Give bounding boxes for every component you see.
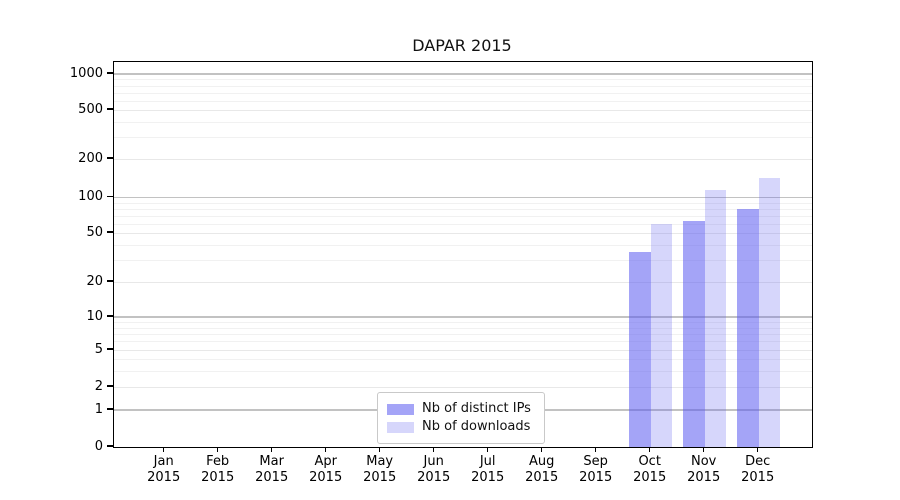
legend-entry: Nb of distinct IPs — [387, 401, 535, 417]
x-tick-label: Jan 2015 — [147, 454, 181, 485]
y-gridline-minor — [114, 333, 812, 335]
y-gridline-minor — [114, 359, 812, 360]
y-gridline-minor — [114, 100, 812, 102]
y-tick-label: 10 — [86, 308, 103, 324]
bar-downloads — [758, 178, 781, 447]
y-gridline-minor — [114, 202, 812, 204]
legend: Nb of distinct IPs Nb of downloads — [377, 392, 545, 444]
y-gridline-minor — [114, 370, 812, 372]
x-tick-label: Mar 2015 — [255, 454, 289, 485]
y-gridline-minor — [114, 137, 812, 139]
y-tick-mark — [107, 408, 113, 410]
y-gridline — [114, 232, 812, 234]
y-gridline-minor — [114, 322, 812, 324]
y-tick-label: 200 — [78, 150, 103, 166]
x-tick-mark — [540, 447, 543, 452]
y-gridline-minor — [114, 223, 812, 225]
y-gridline-minor — [114, 85, 812, 87]
y-gridline — [114, 386, 812, 388]
y-tick-label: 20 — [86, 273, 103, 289]
legend-swatch-icon — [387, 403, 414, 415]
y-tick-mark — [107, 195, 113, 198]
x-tick-mark — [702, 447, 705, 452]
x-tick-label: Feb 2015 — [201, 454, 235, 485]
legend-swatch-icon — [387, 421, 414, 433]
y-tick-label: 5 — [94, 341, 103, 357]
chart-title: DAPAR 2015 — [412, 36, 512, 55]
y-tick-mark — [107, 315, 113, 317]
y-gridline — [114, 109, 812, 111]
y-tick-mark — [107, 385, 113, 387]
y-gridline-minor — [114, 244, 812, 246]
legend-entry: Nb of downloads — [387, 419, 535, 435]
y-tick-mark — [107, 231, 113, 233]
x-tick-label: Nov 2015 — [687, 454, 721, 485]
y-tick-mark — [107, 280, 113, 282]
x-tick-label: Jul 2015 — [471, 454, 505, 485]
y-gridline-minor — [114, 79, 812, 81]
y-tick-label: 1 — [94, 401, 103, 417]
y-gridline — [114, 196, 812, 199]
x-tick-label: Aug 2015 — [525, 454, 559, 485]
y-tick-mark — [107, 157, 113, 159]
bar-downloads — [704, 189, 727, 447]
y-gridline — [114, 73, 812, 75]
x-tick-mark — [378, 447, 381, 452]
y-tick-mark — [107, 348, 113, 350]
y-gridline-minor — [114, 327, 812, 329]
x-tick-mark — [648, 447, 651, 452]
y-tick-label: 500 — [78, 101, 103, 117]
x-tick-mark — [432, 447, 435, 452]
x-tick-mark — [486, 447, 489, 452]
x-tick-mark — [162, 447, 165, 452]
y-gridline-minor — [114, 215, 812, 217]
legend-label: Nb of distinct IPs — [422, 401, 531, 416]
y-tick-label: 2 — [94, 378, 103, 394]
x-tick-label: Oct 2015 — [633, 454, 667, 485]
x-tick-label: Sep 2015 — [579, 454, 613, 485]
y-gridline — [114, 316, 812, 318]
plot-area — [113, 61, 813, 448]
y-gridline — [114, 281, 812, 283]
x-tick-mark — [270, 447, 273, 452]
legend-label: Nb of downloads — [422, 419, 531, 434]
x-tick-label: Jun 2015 — [417, 454, 451, 485]
bar-distinct-ips — [683, 221, 705, 447]
x-tick-mark — [324, 447, 327, 452]
x-tick-mark — [756, 447, 759, 452]
y-gridline-minor — [114, 208, 812, 210]
y-gridline-minor — [114, 341, 812, 343]
x-tick-label: Dec 2015 — [741, 454, 775, 485]
bar-distinct-ips — [737, 208, 759, 447]
bar-distinct-ips — [629, 252, 651, 447]
y-tick-label: 50 — [86, 224, 103, 240]
y-tick-label: 0 — [94, 438, 103, 454]
x-tick-mark — [216, 447, 219, 452]
x-tick-mark — [594, 447, 597, 452]
y-tick-label: 1000 — [69, 65, 103, 81]
y-tick-label: 100 — [78, 189, 103, 204]
y-gridline — [114, 158, 812, 160]
y-gridline-minor — [114, 260, 812, 262]
x-tick-label: May 2015 — [363, 454, 397, 485]
bar-downloads — [650, 223, 673, 447]
y-gridline-minor — [114, 121, 812, 123]
y-tick-mark — [107, 445, 113, 447]
x-tick-label: Apr 2015 — [309, 454, 343, 485]
y-gridline-minor — [114, 92, 812, 94]
y-tick-mark — [107, 108, 113, 110]
y-gridline — [114, 349, 812, 351]
y-tick-mark — [107, 72, 113, 74]
